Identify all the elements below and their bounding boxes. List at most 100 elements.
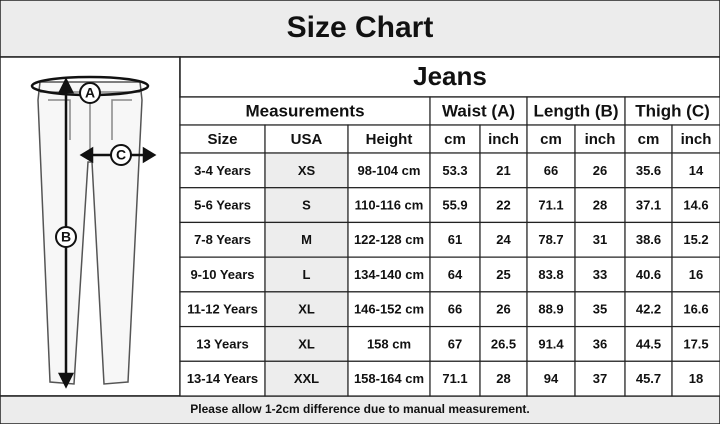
measure-label: A	[85, 85, 95, 101]
table-cell: 28	[496, 371, 510, 386]
table-cell: 146-152 cm	[354, 302, 424, 317]
table-cell: 7-8 Years	[194, 232, 251, 247]
table-cell: 83.8	[538, 267, 563, 282]
column-header-cell	[574, 124, 626, 154]
table-cell-cell	[526, 256, 576, 293]
column-header-cell	[347, 124, 431, 154]
label-circle	[79, 82, 101, 104]
table-cell: 55.9	[442, 198, 467, 213]
table-cell: 17.5	[683, 336, 708, 351]
table-cell-cell	[179, 291, 266, 328]
column-header: inch	[681, 131, 712, 148]
column-header: cm	[638, 131, 660, 148]
table-cell: 45.7	[636, 371, 661, 386]
table-cell-cell	[526, 291, 576, 328]
table-cell: 64	[448, 267, 463, 282]
table-cell-cell	[671, 187, 720, 224]
table-cell-cell	[179, 325, 266, 362]
table-cell: 18	[689, 371, 703, 386]
table-cell: 36	[593, 336, 607, 351]
table-cell: 94	[544, 371, 559, 386]
column-header-cell	[671, 124, 720, 154]
measure-label: C	[116, 147, 126, 163]
table-cell: 91.4	[538, 336, 564, 351]
table-cell-cell	[347, 256, 431, 293]
table-cell: 44.5	[636, 336, 661, 351]
table-cell-cell	[624, 291, 673, 328]
table-cell: 71.1	[538, 198, 563, 213]
table-cell-cell	[526, 360, 576, 397]
table-cell: 24	[496, 232, 511, 247]
table-cell: 9-10 Years	[190, 267, 254, 282]
table-cell: XL	[298, 302, 315, 317]
table-cell: 61	[448, 232, 462, 247]
table-cell-cell	[526, 325, 576, 362]
table-cell: 110-116 cm	[355, 198, 424, 213]
table-cell: 35	[593, 302, 607, 317]
table-cell-cell	[429, 152, 481, 189]
table-cell-cell	[526, 187, 576, 224]
page-title: Size Chart	[287, 11, 434, 44]
group-header-cell	[429, 96, 528, 126]
table-cell: 15.2	[683, 232, 708, 247]
table-cell: 16	[689, 267, 703, 282]
table-cell: 28	[593, 198, 607, 213]
table-cell: 35.6	[636, 163, 661, 178]
table-cell: 13 Years	[196, 336, 249, 351]
table-cell: 21	[496, 163, 510, 178]
column-header: USA	[291, 131, 323, 148]
table-cell: 122-128 cm	[354, 232, 424, 247]
table-cell-cell	[574, 360, 626, 397]
table-cell-cell	[179, 256, 266, 293]
column-header: cm	[444, 131, 466, 148]
table-cell: 14	[689, 163, 704, 178]
table-cell: 22	[496, 198, 510, 213]
table-title: Jeans	[413, 61, 487, 91]
table-cell: 158-164 cm	[354, 371, 424, 386]
table-cell-cell	[179, 152, 266, 189]
label-circle	[110, 144, 132, 166]
table-cell-cell	[574, 221, 626, 258]
table-cell-cell	[429, 325, 481, 362]
table-cell-cell	[264, 291, 349, 328]
table-cell: 158 cm	[367, 336, 411, 351]
table-cell: 66	[448, 302, 462, 317]
table-cell: 5-6 Years	[194, 198, 251, 213]
table-cell: 134-140 cm	[354, 267, 424, 282]
group-header-cell	[624, 96, 720, 126]
table-cell: 26	[593, 163, 607, 178]
measure-label: B	[61, 229, 71, 245]
table-cell: 3-4 Years	[194, 163, 251, 178]
column-header: Size	[207, 131, 237, 148]
table-cell-cell	[347, 291, 431, 328]
group-header: Waist (A)	[442, 101, 515, 120]
column-header-cell	[179, 124, 266, 154]
table-cell-cell	[347, 360, 431, 397]
table-cell: XL	[298, 336, 315, 351]
table-cell: 40.6	[636, 267, 661, 282]
table-cell: 37	[593, 371, 607, 386]
label-circle	[55, 226, 77, 248]
table-cell: 67	[448, 336, 462, 351]
group-header: Measurements	[245, 101, 364, 120]
table-cell-cell	[347, 325, 431, 362]
table-cell-cell	[479, 187, 528, 224]
column-header: inch	[585, 131, 616, 148]
table-cell: XXL	[294, 371, 319, 386]
table-cell: M	[301, 232, 312, 247]
table-cell-cell	[624, 152, 673, 189]
table-cell-cell	[264, 325, 349, 362]
table-cell: 71.1	[442, 371, 467, 386]
table-cell: 88.9	[538, 302, 563, 317]
table-cell-cell	[574, 291, 626, 328]
table-cell: 11-12 Years	[187, 302, 258, 317]
table-cell-cell	[347, 221, 431, 258]
table-cell-cell	[179, 360, 266, 397]
group-header: Length (B)	[534, 101, 619, 120]
table-cell-cell	[479, 221, 528, 258]
table-cell: XS	[298, 163, 316, 178]
table-cell-cell	[526, 221, 576, 258]
table-cell: L	[303, 267, 311, 282]
group-header: Thigh (C)	[635, 101, 710, 120]
